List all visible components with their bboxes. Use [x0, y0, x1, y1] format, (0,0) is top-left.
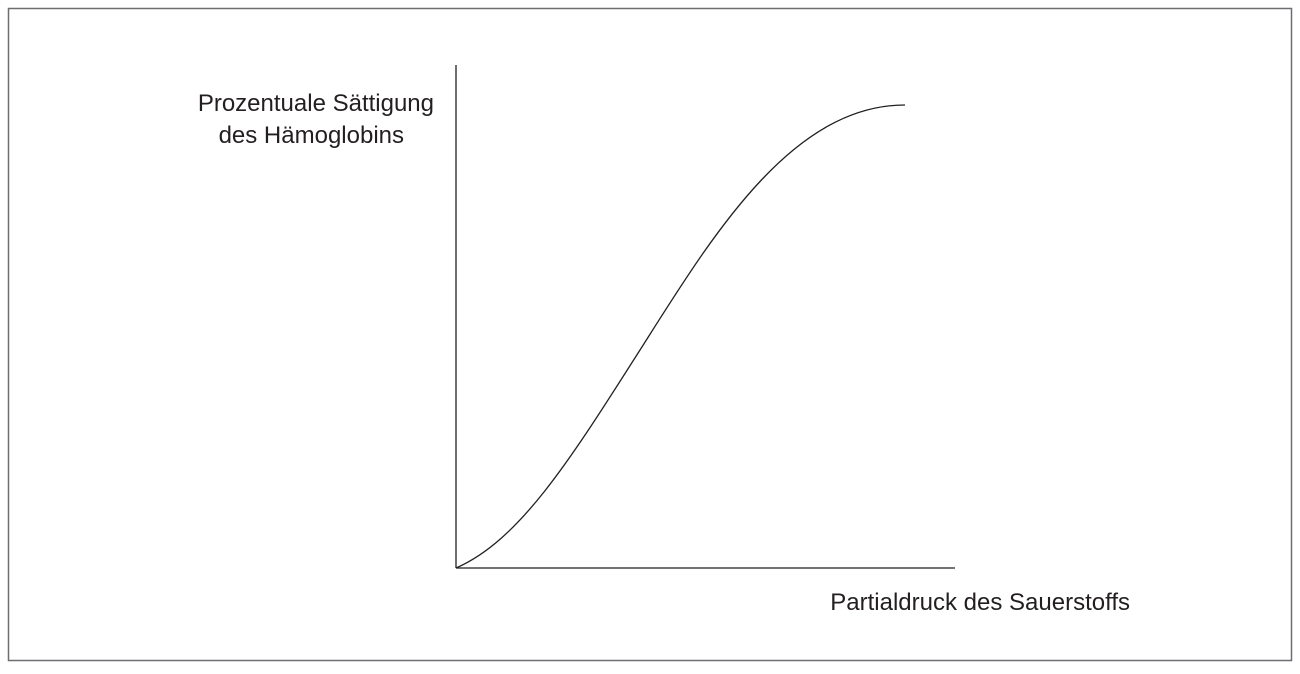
x-axis-label: Partialdruck des Sauerstoffs	[830, 589, 1130, 616]
saturation-curve	[455, 104, 906, 569]
y-axis-label: des Hämoglobins	[219, 122, 404, 149]
y-axis-label: Prozentuale Sättigung	[198, 90, 434, 117]
